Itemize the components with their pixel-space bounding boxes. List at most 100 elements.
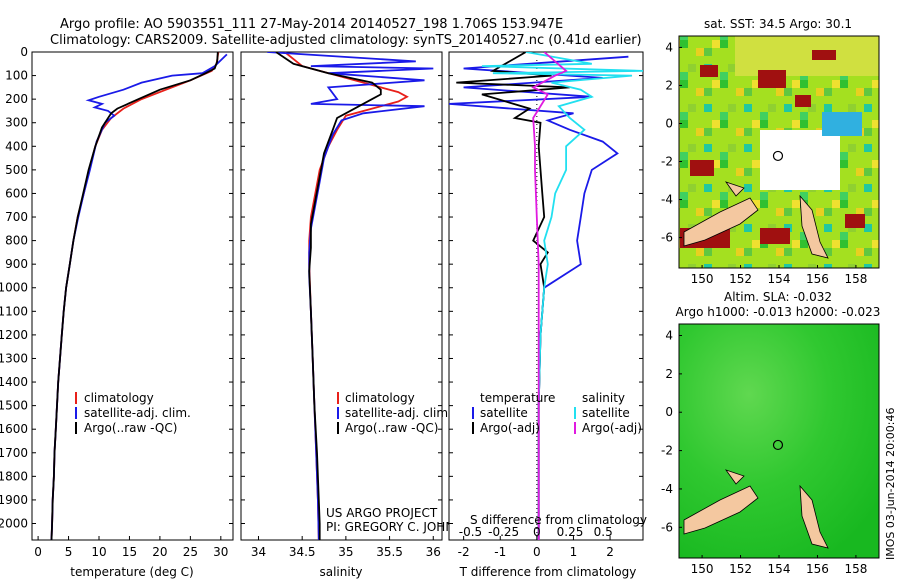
series-line-argo-raw-qc-	[50, 52, 219, 540]
depth-tick-label: 1800	[0, 469, 28, 483]
depth-tick-label: 1500	[0, 399, 28, 413]
temperature-series	[50, 52, 228, 540]
sst-warm-band	[735, 36, 879, 76]
difference-legend: temperature satellite Argo(-adj) salinit…	[472, 391, 642, 435]
series-line-salinity-satellite	[481, 52, 643, 540]
s-tick-label: 0	[533, 525, 541, 539]
depth-tick-label: 1300	[0, 351, 28, 365]
difference-legend-sal-sat: satellite	[582, 406, 630, 420]
map-x-tick-label: 156	[806, 562, 829, 576]
difference-depth-ticks	[449, 51, 643, 524]
x-tick-label: 35	[338, 545, 353, 559]
sst-patch-2	[758, 70, 786, 88]
depth-tick-label: 0	[20, 45, 28, 59]
salinity-plot-frame	[240, 51, 443, 541]
difference-plot-frame	[448, 51, 644, 541]
x-tick-label: 1	[570, 545, 578, 559]
difference-legend-temp-header: temperature	[480, 391, 555, 405]
salinity-panel: 34 34.5 35 35.5 36 salinity climatology sate…	[240, 51, 480, 579]
depth-tick-label: 1200	[0, 328, 28, 342]
sla-map-subtitle: Argo h1000: -0.013 h2000: -0.023	[676, 305, 881, 319]
difference-s-ticks: -0.5 -0.25 0 0.25 0.5	[459, 525, 613, 539]
map-y-tick-label: -4	[661, 193, 673, 207]
sst-patch-8	[690, 160, 714, 176]
temperature-legend: climatology satellite-adj. clim. Argo(..…	[75, 391, 191, 435]
map-y-tick-label: 2	[665, 78, 673, 92]
x-tick-label: 10	[91, 545, 106, 559]
sst-map-ticks: 150 152 154 156 158 4 2 0 -2 -4 -6	[661, 40, 867, 286]
difference-series	[449, 52, 643, 540]
map-y-tick-label: 4	[665, 329, 673, 343]
map-x-tick-label: 158	[844, 562, 867, 576]
depth-tick-label: 600	[5, 186, 28, 200]
x-tick-label: 25	[183, 545, 198, 559]
salinity-x-ticks: 34 34.5 35 35.5 36	[251, 536, 441, 559]
salinity-legend-argo: Argo(..raw -QC)	[345, 421, 438, 435]
temperature-x-ticks: 0 5 10 15 20 25 30	[34, 536, 228, 559]
difference-legend-temp-argo: Argo(-adj)	[480, 421, 540, 435]
sst-land-new-guinea	[683, 197, 759, 247]
depth-tick-label: 900	[5, 257, 28, 271]
title-line1: Argo profile: AO 5903551_111 27-May-2014…	[60, 17, 563, 32]
difference-x-label: T difference from climatology	[459, 565, 637, 579]
depth-tick-label: 200	[5, 92, 28, 106]
salinity-series	[267, 52, 434, 540]
x-tick-label: 0	[34, 545, 42, 559]
sst-land-solomons	[799, 194, 829, 259]
x-tick-label: 34	[251, 545, 266, 559]
temperature-depth-ticks: 0 100 200 300 400 500 600 700 800 900 1000 1100 1200…	[0, 45, 233, 530]
map-x-tick-label: 150	[691, 272, 714, 286]
map-y-tick-label: -6	[661, 231, 673, 245]
s-tick-label: -0.5	[459, 525, 482, 539]
map-x-tick-label: 154	[768, 562, 791, 576]
x-tick-label: 5	[65, 545, 73, 559]
x-tick-label: 30	[213, 545, 228, 559]
map-x-tick-label: 152	[729, 272, 752, 286]
depth-tick-label: 1900	[0, 493, 28, 507]
depth-tick-label: 700	[5, 210, 28, 224]
salinity-legend: climatology satellite-adj. clim. Argo(..…	[337, 391, 452, 435]
temperature-legend-argo: Argo(..raw -QC)	[84, 421, 177, 435]
s-tick-label: 0.25	[557, 525, 584, 539]
depth-tick-label: 400	[5, 139, 28, 153]
s-tick-label: 0.5	[594, 525, 613, 539]
map-y-tick-label: 4	[665, 40, 673, 54]
depth-tick-label: 300	[5, 116, 28, 130]
salinity-legend-sat: satellite-adj. clim.	[345, 406, 452, 420]
difference-s-label: S difference from climatology	[470, 513, 647, 527]
depth-tick-label: 800	[5, 234, 28, 248]
difference-x-ticks: -2 -1 0 1 2	[458, 536, 614, 559]
temperature-legend-clim: climatology	[84, 391, 154, 405]
title-line2: Climatology: CARS2009. Satellite-adjuste…	[50, 33, 642, 48]
map-x-tick-label: 158	[844, 272, 867, 286]
temperature-panel: 0100200300400500600700800900100011001200…	[0, 45, 234, 579]
series-line-argo-raw-qc-	[275, 52, 382, 540]
sla-map-ticks: 150 152 154 156 158 4 2 0 -2 -4 -6	[661, 329, 867, 576]
sla-argo-location-marker	[772, 439, 784, 451]
sst-missing-data	[760, 130, 840, 190]
map-x-tick-label: 154	[768, 272, 791, 286]
salinity-x-label: salinity	[319, 565, 362, 579]
salinity-depth-ticks	[241, 51, 442, 524]
difference-legend-sal-argo: Argo(-adj)	[582, 421, 642, 435]
map-y-tick-label: 2	[665, 367, 673, 381]
x-tick-label: 0	[533, 545, 541, 559]
temperature-plot-frame	[31, 51, 234, 541]
map-y-tick-label: 0	[665, 116, 673, 130]
map-x-tick-label: 152	[729, 562, 752, 576]
sst-cool-patch	[822, 112, 862, 136]
s-tick-label: -0.25	[488, 525, 519, 539]
map-x-tick-label: 150	[691, 562, 714, 576]
x-tick-label: 35.5	[376, 545, 403, 559]
salinity-legend-clim: climatology	[345, 391, 415, 405]
series-line-salinity-argo-adj-	[531, 52, 568, 540]
sst-patch-3	[795, 95, 811, 107]
sla-map-title: Altim. SLA: -0.032	[724, 290, 832, 304]
sla-map-field	[679, 324, 879, 558]
temperature-x-label: temperature (deg C)	[70, 565, 193, 579]
sst-patch-6	[760, 228, 790, 244]
difference-legend-temp-sat: satellite	[480, 406, 528, 420]
depth-tick-label: 1000	[0, 281, 28, 295]
depth-tick-label: 2000	[0, 516, 28, 530]
